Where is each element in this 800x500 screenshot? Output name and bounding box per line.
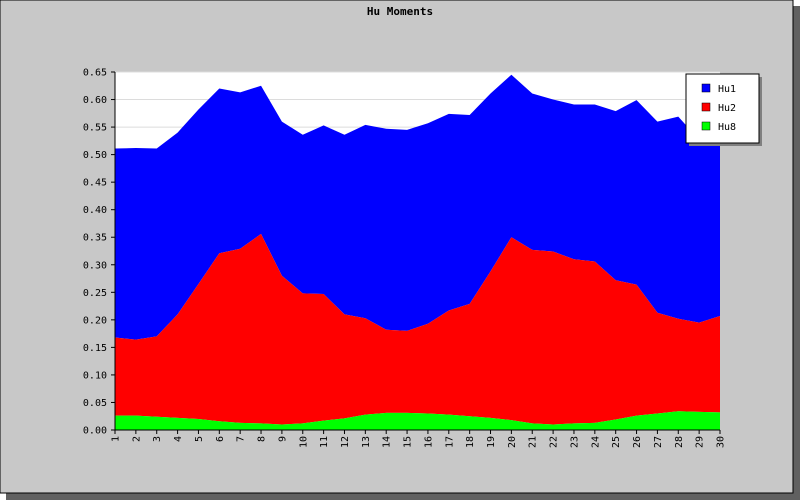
- y-tick-label: 0.45: [83, 178, 107, 189]
- x-tick-label: 28: [674, 436, 685, 448]
- x-tick-label: 20: [507, 436, 518, 448]
- x-tick-label: 12: [340, 436, 351, 448]
- x-tick-label: 10: [298, 436, 309, 448]
- x-tick-label: 15: [403, 436, 414, 448]
- y-tick-label: 0.55: [83, 123, 107, 134]
- x-tick-label: 23: [569, 436, 580, 448]
- legend-swatch-hu1: [701, 83, 711, 93]
- x-tick-label: 5: [194, 436, 205, 442]
- x-tick-label: 16: [423, 436, 434, 448]
- y-tick-label: 0.65: [83, 68, 107, 79]
- series-area-hu2: [115, 233, 720, 425]
- x-tick-label: 1: [111, 436, 122, 442]
- y-tick-label: 0.50: [83, 150, 107, 161]
- x-tick-label: 21: [528, 436, 539, 448]
- plot-area: 0.00 0.05 0.10 0.15 0.20 0.25 0.30 0.35 0.40 0.45…: [83, 68, 727, 449]
- x-tick-label: 8: [257, 436, 268, 442]
- legend-label-hu2: Hu2: [718, 103, 736, 114]
- x-tick-label: 9: [277, 436, 288, 442]
- x-tick-label: 4: [173, 436, 184, 442]
- x-tick-label: 26: [632, 436, 643, 448]
- x-tick-label: 27: [653, 436, 664, 448]
- x-tick-label: 3: [152, 436, 163, 442]
- x-tick-label: 17: [444, 436, 455, 448]
- y-tick-label: 0.25: [83, 288, 107, 299]
- legend-swatch-hu2: [701, 102, 711, 112]
- x-tick-label: 30: [716, 436, 727, 448]
- y-tick-label: 0.35: [83, 233, 107, 244]
- x-tick-label: 14: [382, 436, 393, 448]
- x-tick-label: 25: [611, 436, 622, 448]
- x-tick-label: 6: [215, 436, 226, 442]
- legend-swatch-hu8: [701, 121, 711, 131]
- x-tick-label: 11: [319, 436, 330, 448]
- y-tick-label: 0.30: [83, 260, 107, 271]
- y-tick-label: 0.20: [83, 315, 107, 326]
- x-tick-label: 18: [465, 436, 476, 448]
- series-area-hu8: [115, 411, 720, 430]
- chart-title: Hu Moments: [367, 5, 433, 18]
- legend-box: [685, 73, 760, 144]
- x-tick-label: 24: [590, 436, 601, 448]
- y-tick-label: 0.40: [83, 205, 107, 216]
- x-tick-label: 7: [236, 436, 247, 442]
- x-tick-label: 22: [549, 436, 560, 448]
- x-tick-label: 19: [486, 436, 497, 448]
- y-tick-label: 0.15: [83, 343, 107, 354]
- y-tick-label: 0.60: [83, 95, 107, 106]
- legend-label-hu8: Hu8: [718, 122, 736, 133]
- y-tick-label: 0.00: [83, 426, 107, 437]
- y-tick-label: 0.05: [83, 398, 107, 409]
- series-area-hu1: [115, 74, 720, 340]
- legend: Hu1 Hu2 Hu8: [685, 73, 762, 146]
- legend-label-hu1: Hu1: [718, 84, 736, 95]
- x-tick-label: 2: [131, 436, 142, 442]
- y-tick-label: 0.10: [83, 370, 107, 381]
- x-tick-label: 13: [361, 436, 372, 448]
- x-tick-label: 29: [695, 436, 706, 448]
